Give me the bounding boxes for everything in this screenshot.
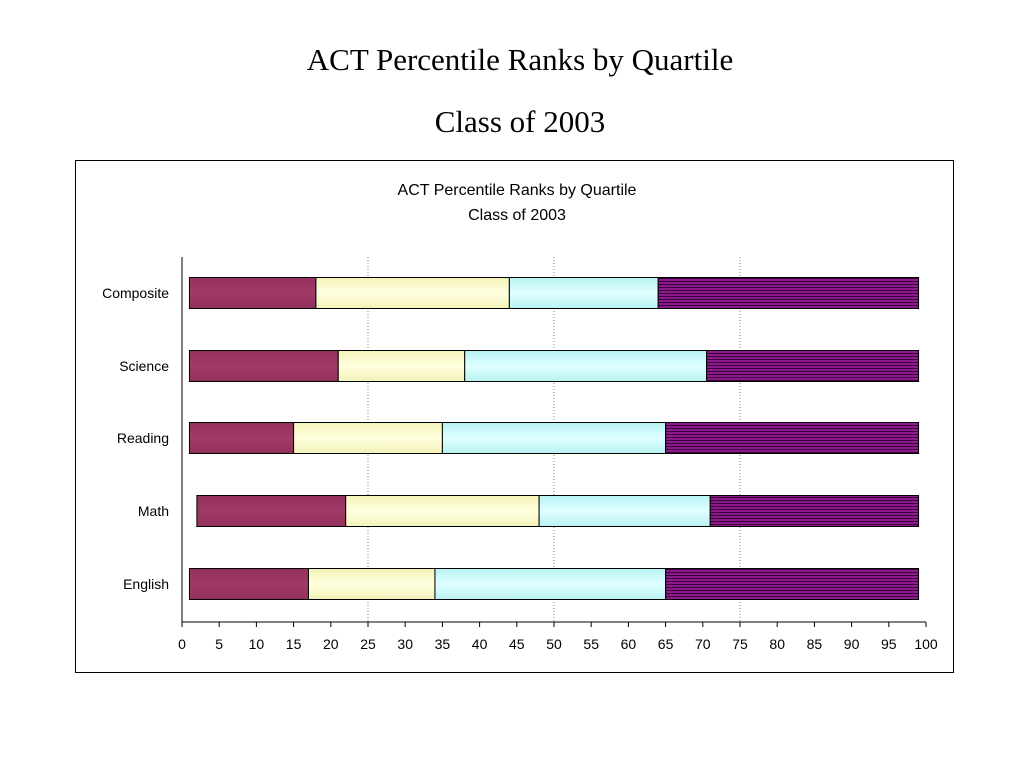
bar-composite-quartile-3 — [508, 277, 659, 309]
x-tick-label-60: 60 — [621, 636, 637, 652]
bar-science-quartile-3 — [464, 350, 708, 382]
category-label-science: Science — [119, 358, 169, 374]
gridlines — [367, 257, 741, 622]
bar-reading-quartile-1 — [188, 422, 295, 454]
category-label-composite: Composite — [102, 285, 169, 301]
x-tick-label-15: 15 — [286, 636, 302, 652]
x-tick-label-75: 75 — [732, 636, 748, 652]
x-tick-label-30: 30 — [397, 636, 413, 652]
chart-subtitle: Class of 2003 — [468, 207, 566, 224]
bar-composite-quartile-2 — [315, 277, 510, 309]
x-tick-label-5: 5 — [215, 636, 223, 652]
x-tick-label-20: 20 — [323, 636, 339, 652]
bar-math-quartile-3 — [538, 495, 711, 527]
bar-composite-quartile-1 — [188, 277, 317, 309]
x-tick-label-85: 85 — [807, 636, 823, 652]
x-tick-label-55: 55 — [583, 636, 599, 652]
x-tick-label-90: 90 — [844, 636, 860, 652]
bar-science-quartile-1 — [188, 350, 339, 382]
bar-science-quartile-2 — [337, 350, 466, 382]
bar-math-quartile-4 — [709, 495, 920, 527]
chart-frame: ACT Percentile Ranks by Quartile Class o… — [75, 160, 954, 673]
bar-chart: ACT Percentile Ranks by Quartile Class o… — [102, 182, 938, 652]
bar-science-quartile-4 — [706, 350, 920, 382]
bars — [188, 277, 920, 600]
x-tick-label-100: 100 — [914, 636, 938, 652]
x-tick-label-25: 25 — [360, 636, 376, 652]
x-tick-label-70: 70 — [695, 636, 711, 652]
x-tick-label-10: 10 — [249, 636, 265, 652]
slide-subtitle: Class of 2003 — [434, 104, 606, 139]
bar-english-quartile-2 — [307, 568, 436, 600]
bar-reading-quartile-4 — [665, 422, 920, 454]
category-label-english: English — [123, 576, 169, 592]
x-tick-label-50: 50 — [546, 636, 562, 652]
x-tick-label-80: 80 — [769, 636, 785, 652]
bar-math-quartile-1 — [196, 495, 347, 527]
bar-english-quartile-3 — [434, 568, 667, 600]
x-tick-label-35: 35 — [435, 636, 451, 652]
slide-title: ACT Percentile Ranks by Quartile — [306, 42, 734, 77]
category-labels: Composite Science Reading Math English — [102, 285, 169, 592]
bar-reading-quartile-2 — [293, 422, 443, 454]
bar-composite-quartile-4 — [657, 277, 920, 309]
x-tick-label-0: 0 — [178, 636, 186, 652]
bar-english-quartile-1 — [188, 568, 309, 600]
bar-math-quartile-2 — [345, 495, 540, 527]
category-label-reading: Reading — [117, 430, 169, 446]
category-label-math: Math — [138, 503, 169, 519]
bar-english-quartile-4 — [665, 568, 920, 600]
x-tick-label-45: 45 — [509, 636, 525, 652]
x-tick-label-95: 95 — [881, 636, 897, 652]
chart-title: ACT Percentile Ranks by Quartile — [398, 182, 637, 199]
x-axis-ticks: 0 5 10 15 20 25 30 35 40 45 50 55 60 65 70 75 80 85 90 95 10… — [178, 622, 938, 652]
x-tick-label-40: 40 — [472, 636, 488, 652]
x-tick-label-65: 65 — [658, 636, 674, 652]
bar-reading-quartile-3 — [441, 422, 667, 454]
